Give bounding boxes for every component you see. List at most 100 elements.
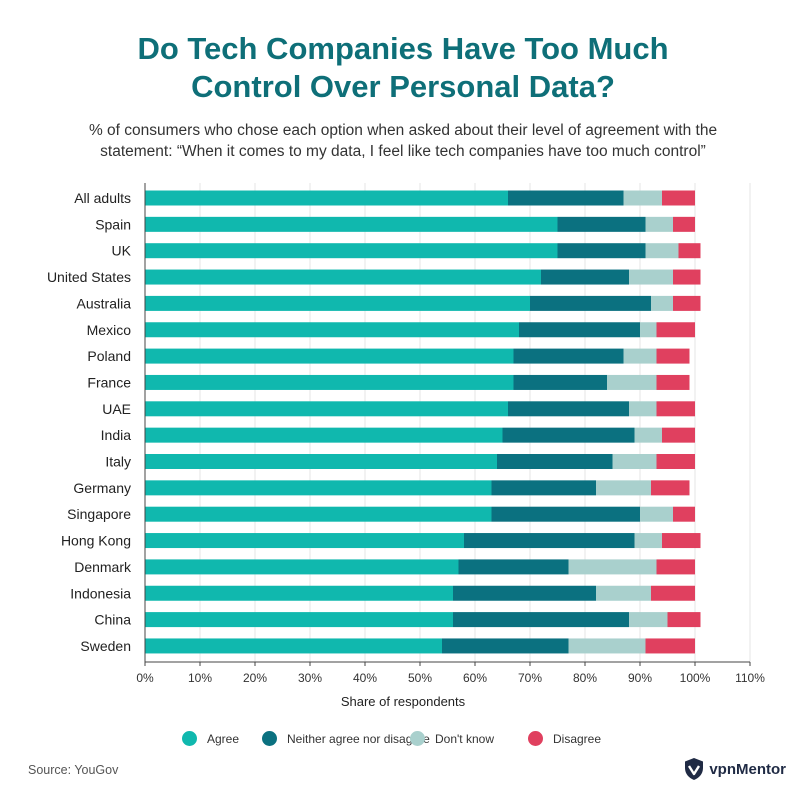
bar-segment-disagree (673, 295, 701, 311)
category-label: Mexico (87, 322, 132, 338)
bar-segment-don-t-know (651, 295, 673, 311)
category-label: France (87, 374, 131, 390)
bar-segment-don-t-know (607, 374, 657, 390)
chart-title-line-2: Control Over Personal Data? (191, 69, 615, 104)
category-label: All adults (74, 190, 131, 206)
stacked-bar-chart: All adults Spain UK United States Australia M… (47, 183, 765, 685)
x-tick-label: 0% (136, 671, 154, 685)
category-label: United States (47, 269, 131, 285)
bar-segment-disagree (651, 480, 690, 496)
legend-item: Agree (182, 731, 239, 746)
bar-segment-disagree (656, 559, 695, 575)
category-label: Denmark (74, 559, 132, 575)
bar-segment-agree (145, 585, 453, 601)
category-label: Hong Kong (61, 533, 131, 549)
x-tick-label: 110% (735, 671, 765, 685)
bar-segment-don-t-know (568, 638, 646, 654)
bar-segment-agree (145, 454, 497, 469)
bar-segment-agree (145, 348, 514, 364)
bar-segment-agree (145, 427, 503, 443)
bar-segment-don-t-know (645, 216, 673, 232)
bar-segment-don-t-know (568, 559, 657, 575)
legend-swatch (410, 731, 425, 746)
category-label: Spain (95, 216, 131, 232)
bar-segment-neither-agree-nor-disagree (491, 480, 596, 496)
chart-subtitle-line-2: statement: “When it comes to my data, I … (100, 143, 706, 160)
bar-segment-disagree (656, 322, 695, 338)
category-label: UK (112, 243, 132, 259)
legend-label: Disagree (553, 731, 602, 746)
bar-segment-disagree (656, 374, 690, 390)
x-tick-label: 30% (298, 671, 322, 685)
bar-segment-neither-agree-nor-disagree (530, 295, 651, 311)
bar-segment-don-t-know (634, 533, 662, 549)
bar-segment-neither-agree-nor-disagree (557, 243, 646, 259)
bar-segment-disagree (656, 401, 695, 417)
bar-segment-don-t-know (645, 243, 679, 259)
bar-segment-agree (145, 216, 558, 232)
legend-label: Don't know (435, 731, 494, 746)
legend-swatch (182, 731, 197, 746)
bar-segment-agree (145, 374, 514, 390)
bar-segment-neither-agree-nor-disagree (508, 401, 629, 417)
bar-segment-neither-agree-nor-disagree (513, 374, 607, 390)
x-tick-label: 40% (353, 671, 377, 685)
bar-segment-neither-agree-nor-disagree (508, 190, 624, 206)
bar-segment-agree (145, 612, 453, 628)
x-tick-label: 70% (518, 671, 542, 685)
legend-label: Neither agree nor disagree (287, 731, 430, 746)
bar-segment-don-t-know (629, 269, 673, 285)
bar-segment-agree (145, 506, 492, 522)
category-label: Sweden (80, 638, 131, 654)
bar-segment-disagree (662, 533, 701, 549)
x-tick-label: 60% (463, 671, 487, 685)
bar-segment-agree (145, 269, 541, 285)
x-tick-label: 80% (573, 671, 597, 685)
chart-subtitle: % of consumers who chose each option whe… (40, 120, 766, 162)
x-tick-label: 10% (188, 671, 212, 685)
bar-segment-disagree (667, 612, 701, 628)
category-label: Singapore (67, 506, 131, 522)
legend-item: Neither agree nor disagree (262, 731, 430, 746)
bar-segment-neither-agree-nor-disagree (502, 427, 635, 443)
bar-segment-don-t-know (640, 506, 673, 522)
bar-segment-neither-agree-nor-disagree (519, 322, 640, 338)
x-axis-title: Share of respondents (340, 694, 466, 709)
bar-segment-disagree (678, 243, 701, 259)
bar-segment-neither-agree-nor-disagree (442, 638, 569, 654)
bar-segment-disagree (673, 216, 695, 232)
bar-segment-neither-agree-nor-disagree (491, 506, 640, 522)
legend-swatch (262, 731, 277, 746)
x-tick-label: 90% (628, 671, 652, 685)
legend-swatch (528, 731, 543, 746)
bar-segment-agree (145, 638, 442, 654)
brand-name: vpnMentor (709, 760, 786, 778)
bar-segment-agree (145, 559, 459, 575)
bar-segment-agree (145, 401, 508, 417)
bar-segment-neither-agree-nor-disagree (464, 533, 635, 549)
category-label: Italy (105, 454, 131, 470)
chart-subtitle-line-1: % of consumers who chose each option whe… (88, 122, 718, 139)
bar-segment-disagree (656, 348, 690, 364)
bar-segment-neither-agree-nor-disagree (453, 585, 596, 601)
legend-label: Agree (207, 731, 240, 746)
bar-segment-don-t-know (623, 348, 657, 364)
bar-segment-disagree (673, 269, 701, 285)
bar-segment-don-t-know (612, 454, 657, 469)
legend-item: Disagree (528, 731, 601, 746)
category-label: Australia (77, 295, 132, 311)
bar-segment-disagree (673, 506, 695, 522)
bar-segment-don-t-know (629, 401, 657, 417)
bar-segment-don-t-know (640, 322, 657, 338)
bar-segment-disagree (662, 427, 695, 443)
bar-segment-neither-agree-nor-disagree (557, 216, 646, 232)
chart-legend: Agree Neither agree nor disagree Don't kno… (0, 731, 806, 749)
bar-segment-don-t-know (596, 480, 651, 496)
category-label: Poland (87, 348, 131, 364)
bar-segment-don-t-know (629, 612, 668, 628)
bar-segment-agree (145, 533, 464, 549)
bar-segment-disagree (656, 454, 695, 469)
chart-title-line-1: Do Tech Companies Have Too Much (137, 31, 669, 66)
bar-segment-agree (145, 190, 508, 206)
bar-segment-disagree (651, 585, 695, 601)
